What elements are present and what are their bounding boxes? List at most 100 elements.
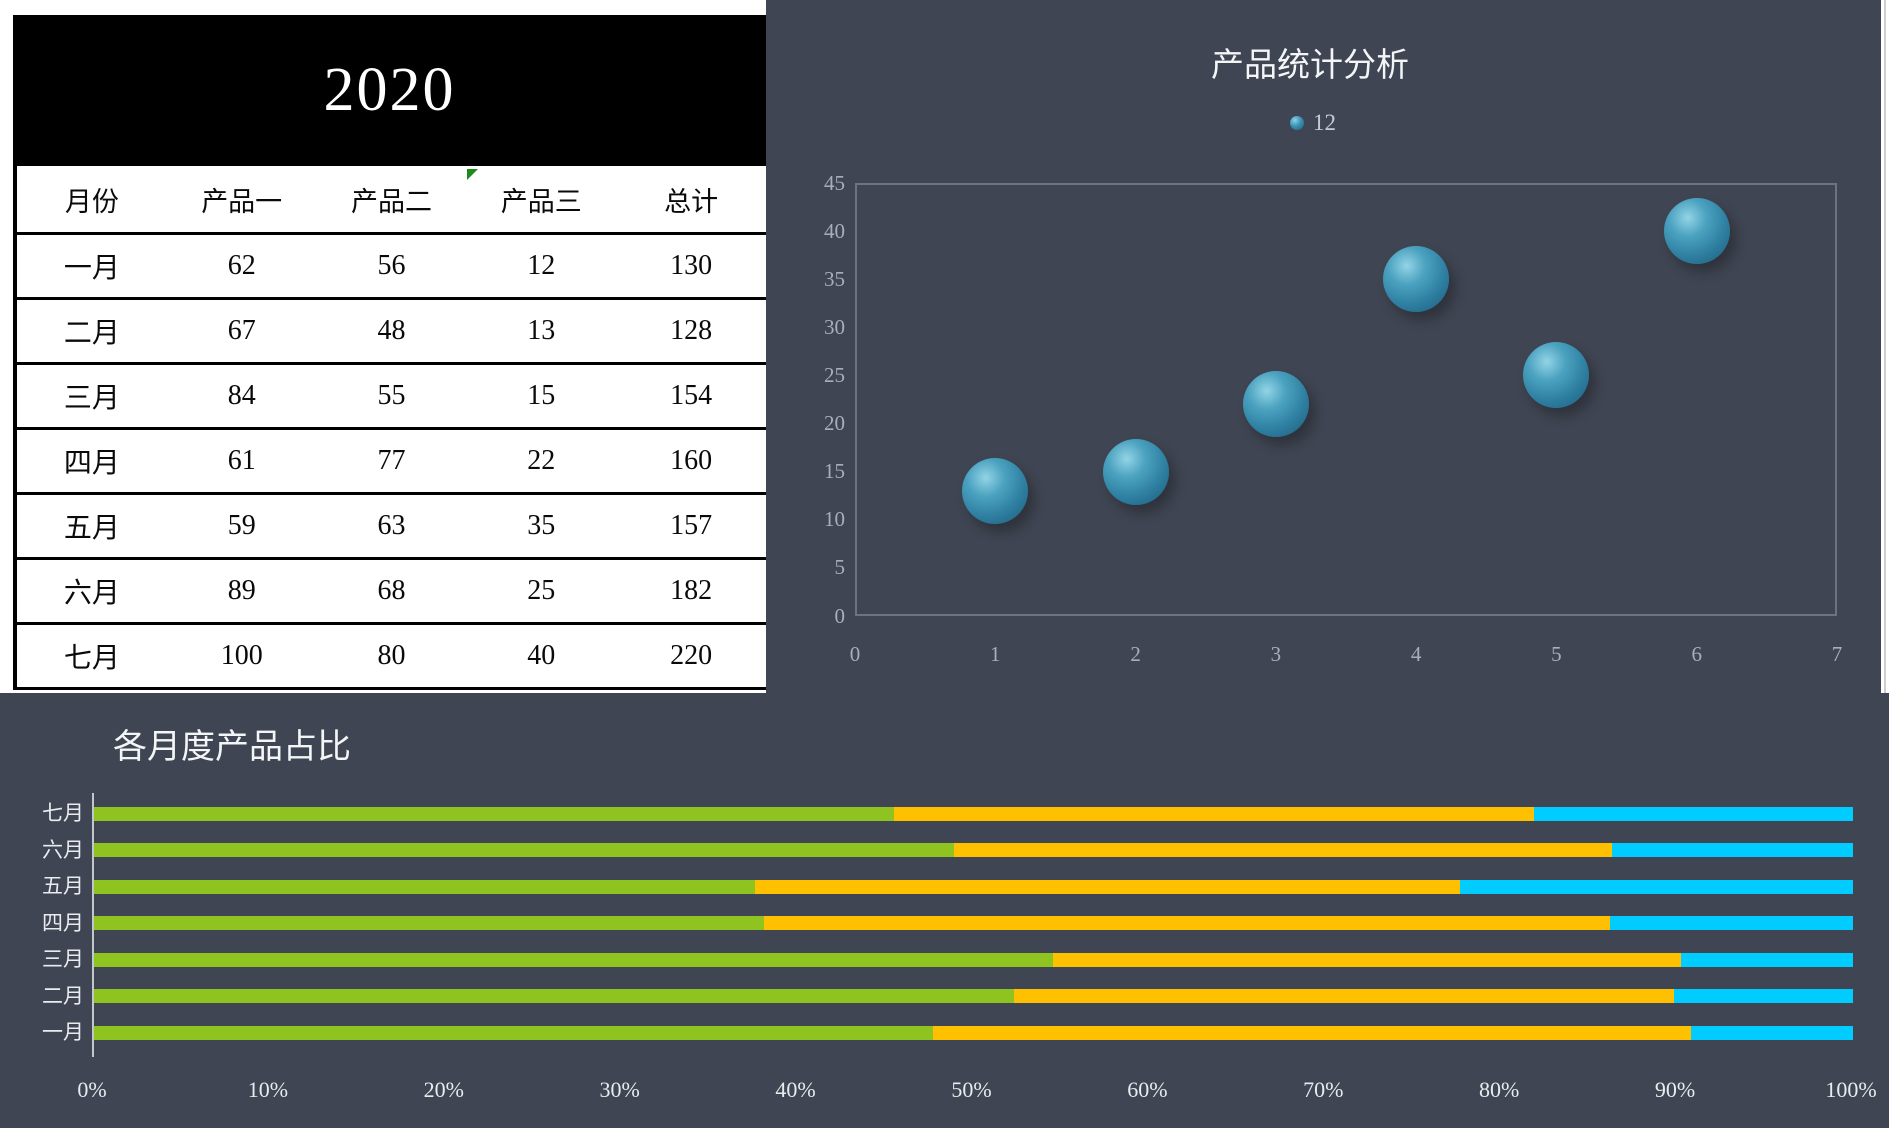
table-cell[interactable]: 22	[527, 445, 556, 476]
bubble-y-tick-label: 10	[824, 507, 845, 532]
table-cell[interactable]: 68	[377, 575, 406, 606]
bar-segment-cyan[interactable]	[1691, 1025, 1853, 1040]
table-header-cell[interactable]: 产品二	[350, 186, 432, 217]
bubble-y-tick-label: 35	[824, 266, 845, 291]
table-header-cell[interactable]: 产品一	[201, 186, 283, 217]
bubble-y-tick-label: 25	[824, 362, 845, 387]
bubble-x-tick-label: 6	[1691, 642, 1702, 666]
bar-category-label: 六月	[42, 837, 84, 862]
bubble-plot-area[interactable]	[855, 183, 1837, 616]
bar-chart-title: 各月度产品占比	[113, 729, 351, 766]
table-header-cell[interactable]: 总计	[664, 186, 719, 217]
table-cell[interactable]: 一月	[63, 253, 120, 284]
table-cell[interactable]: 59	[227, 510, 256, 541]
data-bubble[interactable]	[962, 457, 1029, 524]
bar-segment-green[interactable]	[94, 879, 755, 894]
bubble-chart-panel[interactable]	[766, 0, 1881, 693]
bubble-y-tick-label: 15	[824, 459, 845, 484]
table-cell[interactable]: 五月	[63, 513, 120, 544]
table-cell[interactable]: 100	[220, 640, 263, 671]
bar-segment-green[interactable]	[94, 806, 894, 821]
bar-segment-green[interactable]	[94, 952, 1053, 967]
stacked-bar-row[interactable]	[94, 989, 1853, 1003]
table-row: 七月 100 80 40 220	[17, 625, 766, 690]
bar-segment-cyan[interactable]	[1534, 806, 1853, 821]
bar-segment-green[interactable]	[94, 916, 764, 930]
bar-segment-cyan[interactable]	[1460, 879, 1853, 894]
table-cell[interactable]: 25	[527, 575, 556, 606]
stacked-bar-row[interactable]	[94, 952, 1853, 967]
table-cell[interactable]: 130	[670, 250, 713, 281]
bar-segment-yellow[interactable]	[764, 916, 1610, 930]
table-header-cell[interactable]: 月份	[64, 186, 119, 217]
sheet-edge-divider	[1884, 0, 1886, 693]
bar-segment-yellow[interactable]	[755, 879, 1460, 894]
table-cell[interactable]: 63	[377, 510, 406, 541]
bar-segment-cyan[interactable]	[1674, 989, 1853, 1003]
data-bubble[interactable]	[1102, 438, 1169, 505]
table-cell[interactable]: 62	[227, 250, 256, 281]
stacked-bar-row[interactable]	[94, 916, 1853, 930]
table-cell[interactable]: 40	[527, 640, 556, 671]
table-cell[interactable]: 220	[670, 640, 713, 671]
legend-label: 12	[1313, 110, 1336, 135]
table-cell[interactable]: 182	[670, 575, 713, 606]
bubble-x-tick-label: 4	[1410, 642, 1422, 666]
table-cell[interactable]: 15	[527, 380, 556, 411]
data-bubble[interactable]	[1663, 198, 1730, 265]
stacked-bar-row[interactable]	[94, 843, 1853, 857]
table-cell[interactable]: 160	[670, 445, 713, 476]
table-cell[interactable]: 六月	[63, 578, 120, 609]
bar-segment-yellow[interactable]	[894, 806, 1534, 821]
bar-category-label: 七月	[42, 801, 84, 825]
table-cell[interactable]: 55	[377, 380, 406, 411]
table-cell[interactable]: 128	[670, 315, 713, 346]
table-cell[interactable]: 48	[377, 315, 406, 346]
table-cell[interactable]: 56	[377, 250, 406, 281]
bubble-x-tick-label: 3	[1270, 642, 1282, 666]
bar-segment-yellow[interactable]	[954, 843, 1612, 857]
bubble-x-tick-label: 2	[1130, 642, 1141, 666]
bubble-y-tick-label: 20	[824, 411, 845, 436]
table-cell[interactable]: 89	[227, 575, 256, 606]
table-cell[interactable]: 二月	[63, 318, 120, 349]
table-header-cell[interactable]: 产品三	[500, 186, 582, 217]
bubble-x-tick-label: 0	[849, 642, 861, 666]
table-cell[interactable]: 七月	[63, 643, 120, 674]
table-cell[interactable]: 13	[527, 315, 556, 346]
bar-segment-yellow[interactable]	[1014, 989, 1674, 1003]
table-cell[interactable]: 154	[670, 380, 713, 411]
bar-x-tick-label: 10%	[247, 1077, 289, 1102]
stacked-bar-row[interactable]	[94, 879, 1853, 894]
bar-category-label: 一月	[42, 1020, 84, 1044]
bar-x-tick-label: 20%	[423, 1077, 464, 1102]
stacked-bar-row[interactable]	[94, 806, 1853, 821]
bar-segment-yellow[interactable]	[1053, 952, 1681, 967]
bar-segment-green[interactable]	[94, 1025, 933, 1040]
table-cell[interactable]: 67	[227, 315, 256, 346]
bar-segment-cyan[interactable]	[1610, 916, 1853, 930]
data-bubble[interactable]	[1242, 371, 1309, 438]
bar-segment-yellow[interactable]	[933, 1025, 1691, 1040]
table-cell[interactable]: 61	[227, 445, 256, 476]
legend-bubble-icon	[1290, 116, 1304, 130]
data-bubble[interactable]	[1523, 342, 1590, 409]
table-cell[interactable]: 84	[227, 380, 256, 411]
data-bubble[interactable]	[1383, 246, 1450, 313]
bar-segment-cyan[interactable]	[1681, 952, 1853, 967]
bar-segment-green[interactable]	[94, 843, 954, 857]
table-cell[interactable]: 157	[670, 510, 713, 541]
table-cell[interactable]: 三月	[63, 383, 120, 414]
stacked-bar-row[interactable]	[94, 1025, 1853, 1040]
bar-x-tick-label: 60%	[1127, 1077, 1168, 1102]
bar-segment-green[interactable]	[94, 989, 1014, 1003]
table-cell[interactable]: 77	[377, 445, 406, 476]
bar-segment-cyan[interactable]	[1612, 843, 1853, 857]
bubble-chart-legend[interactable]: 12	[1290, 110, 1336, 136]
bar-chart-panel[interactable]	[0, 693, 1889, 1128]
table-cell[interactable]: 12	[527, 250, 556, 281]
table-cell[interactable]: 35	[527, 510, 556, 541]
table-cell[interactable]: 80	[377, 640, 406, 671]
table-cell[interactable]: 四月	[63, 448, 120, 479]
table-row: 二月 67 48 13 128	[17, 300, 766, 365]
